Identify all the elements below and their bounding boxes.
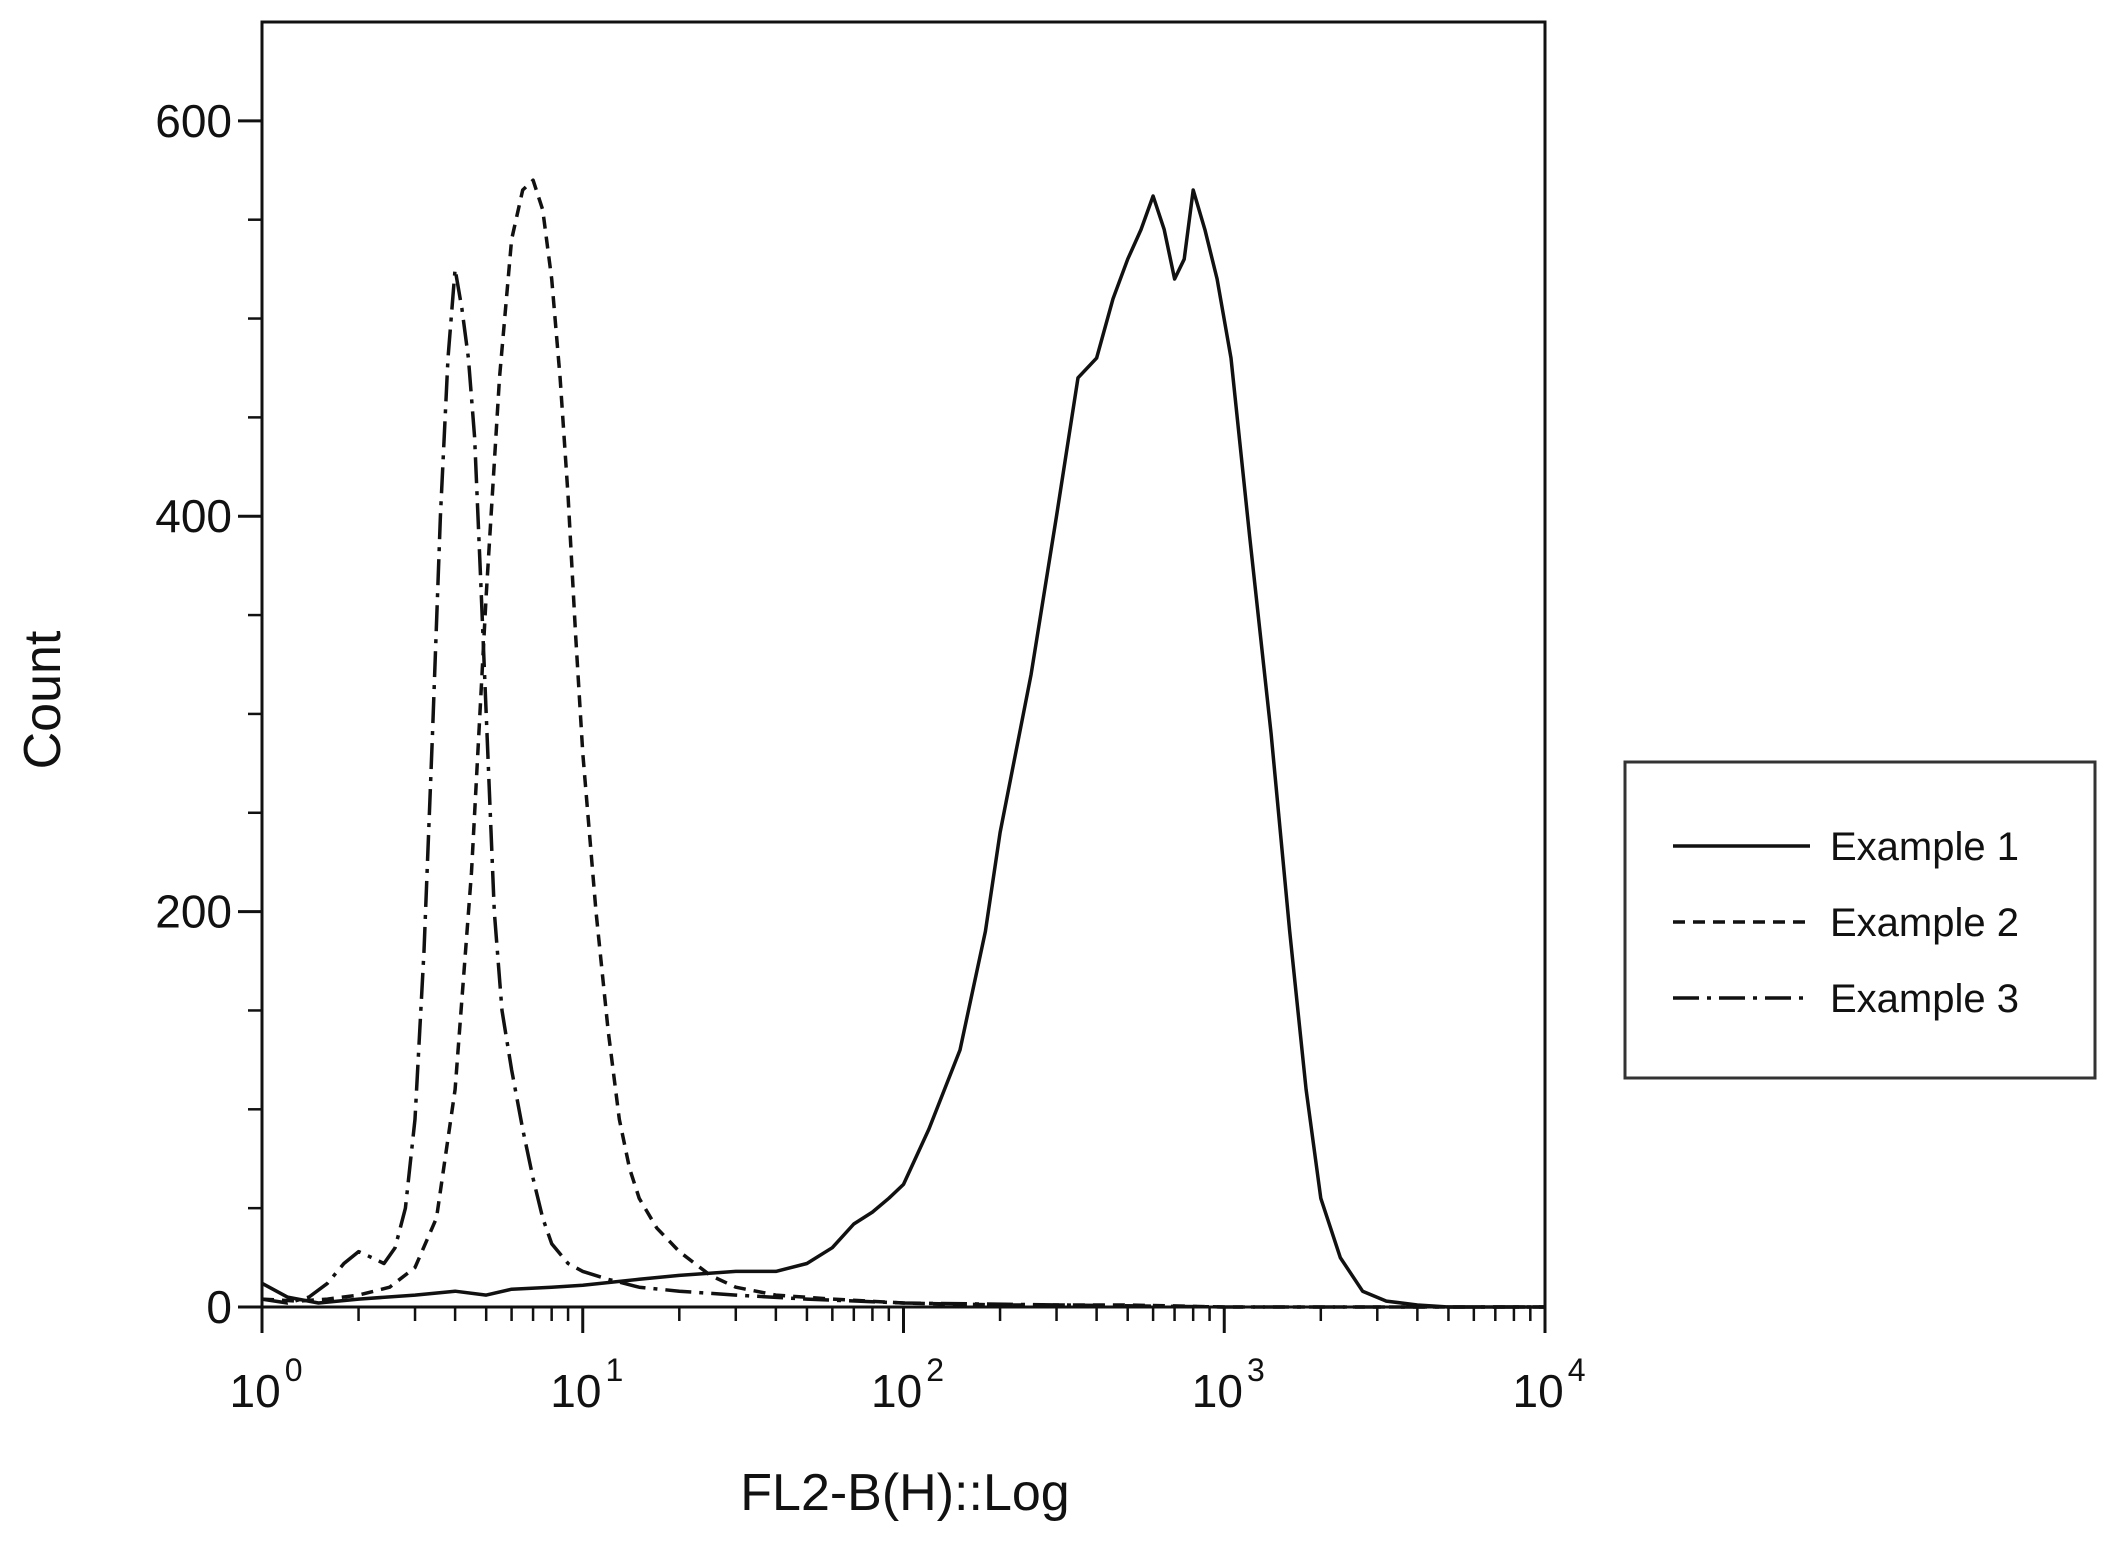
x-tick-label: 10 0 <box>230 1352 303 1417</box>
series-lines <box>261 178 1545 1309</box>
x-tick-exponent: 0 <box>285 1352 303 1388</box>
legend-label: Example 3 <box>1830 977 2019 1021</box>
plot-area <box>260 20 1547 1309</box>
legend: Example 1 Example 2 Example 3 <box>1623 760 2097 1080</box>
legend-label: Example 1 <box>1830 825 2019 869</box>
x-axis-label: FL2-B(H)::Log <box>740 1464 1069 1522</box>
series-line-example-3 <box>261 267 1545 1309</box>
x-tick-label: 10 1 <box>550 1352 623 1417</box>
series-line-example-2 <box>261 178 1545 1309</box>
y-tick-label: 200 <box>155 886 232 938</box>
x-tick-exponent: 2 <box>926 1352 944 1388</box>
plot-frame <box>260 20 1547 1309</box>
x-tick-exponent: 1 <box>605 1352 623 1388</box>
y-tick-label: 0 <box>206 1281 232 1333</box>
legend-box <box>1623 760 2097 1080</box>
y-tick-label: 400 <box>155 490 232 542</box>
series-line-example-1 <box>261 188 1545 1309</box>
y-tick-label: 600 <box>155 95 232 147</box>
x-tick-label: 10 3 <box>1192 1352 1265 1417</box>
x-tick-label: 10 4 <box>1513 1352 1586 1417</box>
x-tick-exponent: 3 <box>1247 1352 1265 1388</box>
y-axis-label: Count <box>14 630 72 769</box>
x-tick-exponent: 4 <box>1568 1352 1586 1388</box>
legend-label: Example 2 <box>1830 901 2019 945</box>
x-tick-label: 10 2 <box>871 1352 944 1417</box>
